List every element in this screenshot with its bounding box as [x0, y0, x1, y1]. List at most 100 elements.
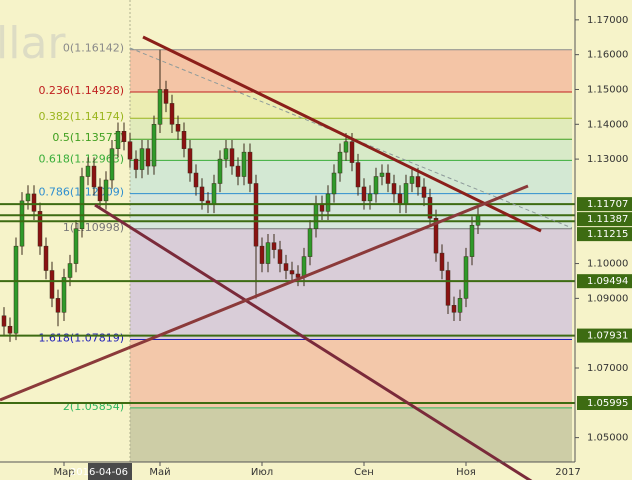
- candle-body: [475, 214, 481, 226]
- y-tick-label: 1.16000: [587, 50, 628, 61]
- fib-zone: [130, 49, 572, 92]
- candle-body: [61, 277, 67, 313]
- candle-body: [421, 186, 427, 198]
- candle-body: [277, 249, 283, 264]
- candle-body: [43, 245, 49, 271]
- candle-body: [289, 270, 295, 275]
- x-tick-label: Мар: [53, 467, 74, 478]
- candle-body: [13, 245, 19, 334]
- candle-body: [367, 193, 373, 202]
- candle-body: [211, 183, 217, 205]
- candle-body: [169, 103, 175, 125]
- candle-body: [355, 162, 361, 188]
- candle-body: [451, 305, 457, 313]
- y-tick-label: 1.09000: [587, 293, 628, 304]
- candle-body: [25, 193, 31, 202]
- candle-body: [73, 228, 79, 264]
- trend-line: [94, 203, 533, 480]
- candle-body: [145, 148, 151, 167]
- x-tick-label: Сен: [354, 467, 374, 478]
- trend-line: [142, 35, 542, 233]
- candle-body: [7, 325, 13, 334]
- candle-body: [361, 186, 367, 202]
- candle-body: [217, 158, 223, 184]
- price-box-label: 1.11707: [587, 199, 628, 210]
- y-tick-label: 1.10000: [587, 259, 628, 270]
- candle-body: [301, 256, 307, 278]
- candle-body: [193, 172, 199, 188]
- candle-body: [241, 151, 247, 177]
- x-tick-label: 2017: [555, 467, 580, 478]
- fib-label: 0(1.16142): [63, 42, 124, 55]
- candle-body: [397, 193, 403, 205]
- fib-zone: [130, 339, 572, 408]
- candle-body: [313, 204, 319, 229]
- candle-body: [139, 148, 145, 170]
- candle-body: [19, 200, 25, 247]
- price-box-label: 1.11215: [587, 229, 628, 240]
- y-tick-label: 1.15000: [587, 84, 628, 95]
- candle-body: [457, 298, 463, 313]
- candle-body: [187, 148, 193, 174]
- fib-zones: [130, 49, 572, 462]
- fib-zone: [130, 228, 572, 340]
- candle-body: [163, 89, 169, 104]
- fib-label: 1(1.10998): [63, 221, 124, 234]
- candle-body: [307, 228, 313, 257]
- price-box-label: 1.05995: [587, 398, 628, 409]
- price-box: [577, 328, 632, 343]
- fib-label: 0.382(1.14174): [38, 110, 124, 123]
- candle-body: [409, 176, 415, 184]
- candle-body: [247, 151, 253, 184]
- price-box: [577, 227, 632, 242]
- candle-body: [349, 141, 355, 163]
- x-tick-label: Ноя: [456, 467, 476, 478]
- candle-body: [157, 89, 163, 125]
- candle-body: [97, 186, 103, 202]
- candle-body: [223, 148, 229, 160]
- candle-body: [67, 263, 73, 278]
- fib-zone: [130, 407, 572, 462]
- candle-body: [49, 270, 55, 299]
- price-box-label: 1.11387: [587, 214, 628, 225]
- fib-label: 2(1.05854): [63, 400, 124, 413]
- candle-body: [469, 225, 475, 257]
- candle-body: [271, 242, 277, 250]
- candle-body: [55, 298, 61, 313]
- candle-body: [181, 131, 187, 149]
- candle-body: [343, 141, 349, 153]
- candle-body: [283, 263, 289, 271]
- axes: 1.11707 1.11387 1.11215 1.09494 1.07931 1.059…: [53, 15, 632, 480]
- date-box: [88, 463, 132, 480]
- price-box: [577, 395, 632, 410]
- candle-body: [319, 204, 325, 212]
- candle-body: [175, 124, 181, 132]
- candle-body: [445, 270, 451, 306]
- candle-body: [235, 165, 241, 177]
- trend-line: [0, 184, 529, 402]
- candle-body: [103, 179, 109, 202]
- candle-body: [229, 148, 235, 167]
- y-tick-label: 1.17000: [587, 15, 628, 26]
- watermark: llar: [0, 18, 66, 69]
- candle-body: [259, 245, 265, 264]
- y-tick-label: 1.07000: [587, 363, 628, 374]
- fib-zone: [130, 91, 572, 119]
- candle-body: [79, 176, 85, 229]
- fib-label: 0.5(1.13571): [52, 131, 124, 144]
- trend-lines: [0, 35, 573, 480]
- candle-body: [31, 193, 37, 212]
- candle-body: [337, 151, 343, 174]
- candle-body: [403, 183, 409, 205]
- candle-body: [127, 141, 133, 160]
- y-tick-label: 1.13000: [587, 154, 628, 165]
- candle-body: [133, 158, 139, 170]
- price-box: [577, 212, 632, 227]
- candle-body: [433, 218, 439, 254]
- candle-body: [325, 193, 331, 212]
- fib-zone: [130, 118, 572, 140]
- candle-body: [91, 165, 97, 188]
- x-highlight-label: 2016-04-06: [70, 467, 128, 478]
- price-box: [577, 274, 632, 289]
